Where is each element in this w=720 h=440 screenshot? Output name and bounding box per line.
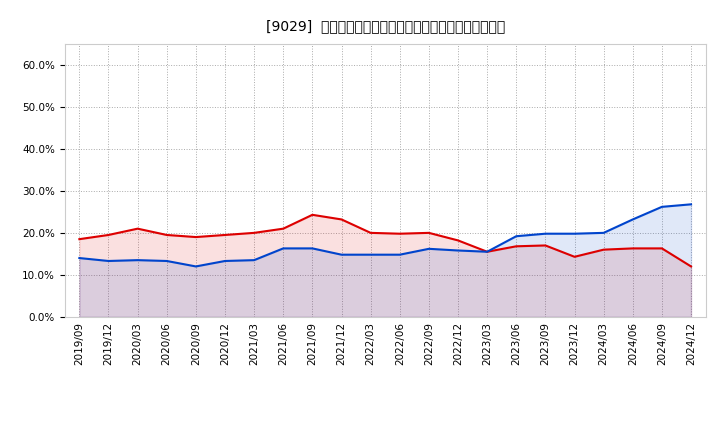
- 現预金: [570, 254, 579, 260]
- 現预金: [425, 230, 433, 235]
- 有利子負債: [425, 246, 433, 251]
- 有利子負債: [192, 264, 200, 269]
- 有利子負債: [687, 202, 696, 207]
- 有利子負債: [366, 252, 375, 257]
- 現预金: [133, 226, 142, 231]
- 現预金: [75, 237, 84, 242]
- 有利子負債: [657, 204, 666, 209]
- 有利子負債: [133, 257, 142, 263]
- 有利子負債: [308, 246, 317, 251]
- 現预金: [541, 243, 550, 248]
- 現预金: [192, 235, 200, 240]
- 有利子負債: [454, 248, 462, 253]
- Line: 現预金: 現预金: [79, 215, 691, 267]
- 現预金: [337, 217, 346, 222]
- 有利子負債: [220, 258, 229, 264]
- 現预金: [454, 238, 462, 243]
- Title: [9029]  現预金、有利子負債の総資産に対する比率の推移: [9029] 現预金、有利子負債の総資産に対する比率の推移: [266, 19, 505, 33]
- 現预金: [220, 232, 229, 238]
- 有利子負債: [337, 252, 346, 257]
- 現预金: [512, 244, 521, 249]
- 現预金: [687, 264, 696, 269]
- 有利子負債: [279, 246, 287, 251]
- 現预金: [250, 230, 258, 235]
- 有利子負債: [395, 252, 404, 257]
- 現预金: [308, 212, 317, 217]
- 現预金: [163, 232, 171, 238]
- 有利子負債: [104, 258, 113, 264]
- 現预金: [366, 230, 375, 235]
- 有利子負債: [75, 255, 84, 260]
- 有利子負債: [250, 257, 258, 263]
- 有利子負債: [570, 231, 579, 236]
- 有利子負債: [541, 231, 550, 236]
- 有利子負債: [629, 217, 637, 222]
- 有利子負債: [163, 258, 171, 264]
- 有利子負債: [512, 234, 521, 239]
- 現预金: [599, 247, 608, 252]
- 現预金: [104, 232, 113, 238]
- 現预金: [395, 231, 404, 236]
- 現预金: [629, 246, 637, 251]
- 有利子負債: [483, 249, 492, 254]
- 有利子負債: [599, 230, 608, 235]
- 現预金: [279, 226, 287, 231]
- 現预金: [483, 249, 492, 254]
- 現预金: [657, 246, 666, 251]
- Line: 有利子負債: 有利子負債: [79, 204, 691, 267]
